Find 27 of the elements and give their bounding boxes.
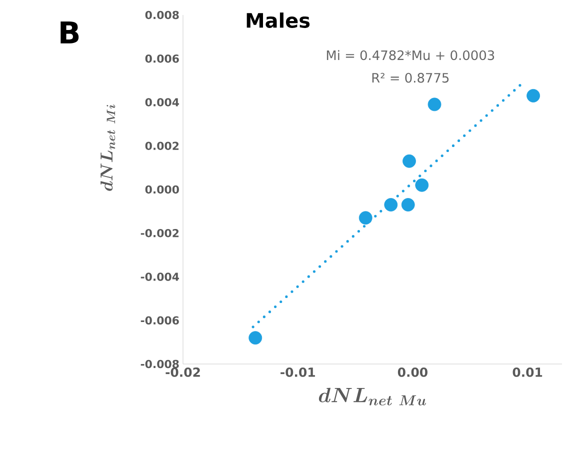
- y-tick-label: 0.000: [145, 185, 179, 194]
- point: [248, 331, 262, 345]
- y-axis-title: $dNL_{net\ Mi}$: [100, 104, 116, 191]
- x-axis-title: $dNL_{net\ Mu}$: [318, 388, 426, 406]
- text: B: [60, 22, 79, 44]
- annotation: R² = 0.8775: [372, 72, 449, 83]
- y-tick-label: -0.002: [140, 228, 179, 238]
- y-tick-label: 0.008: [145, 10, 179, 20]
- point: [384, 198, 398, 212]
- x-tick-label: -0.01: [280, 368, 315, 377]
- y-tick-label: 0.002: [145, 142, 179, 150]
- y-tick-label: 0.004: [145, 98, 179, 106]
- x-tick-label: -0.02: [166, 368, 200, 377]
- y-tick-label: -0.006: [140, 316, 179, 325]
- x-tick-label: 0.00: [398, 368, 428, 377]
- point: [428, 98, 442, 112]
- chart-title: Males: [246, 12, 310, 28]
- y-tick-label: 0.006: [145, 54, 179, 63]
- point: [415, 178, 429, 192]
- point: [402, 154, 416, 168]
- point: [358, 211, 372, 225]
- annotation: Mi = 0.4782*Mu + 0.0003: [326, 50, 494, 60]
- x-tick-label: 0.01: [512, 368, 542, 377]
- y-tick-label: -0.004: [140, 272, 179, 281]
- point: [526, 88, 540, 102]
- point: [401, 198, 415, 212]
- y-tick-label: -0.008: [140, 360, 179, 368]
